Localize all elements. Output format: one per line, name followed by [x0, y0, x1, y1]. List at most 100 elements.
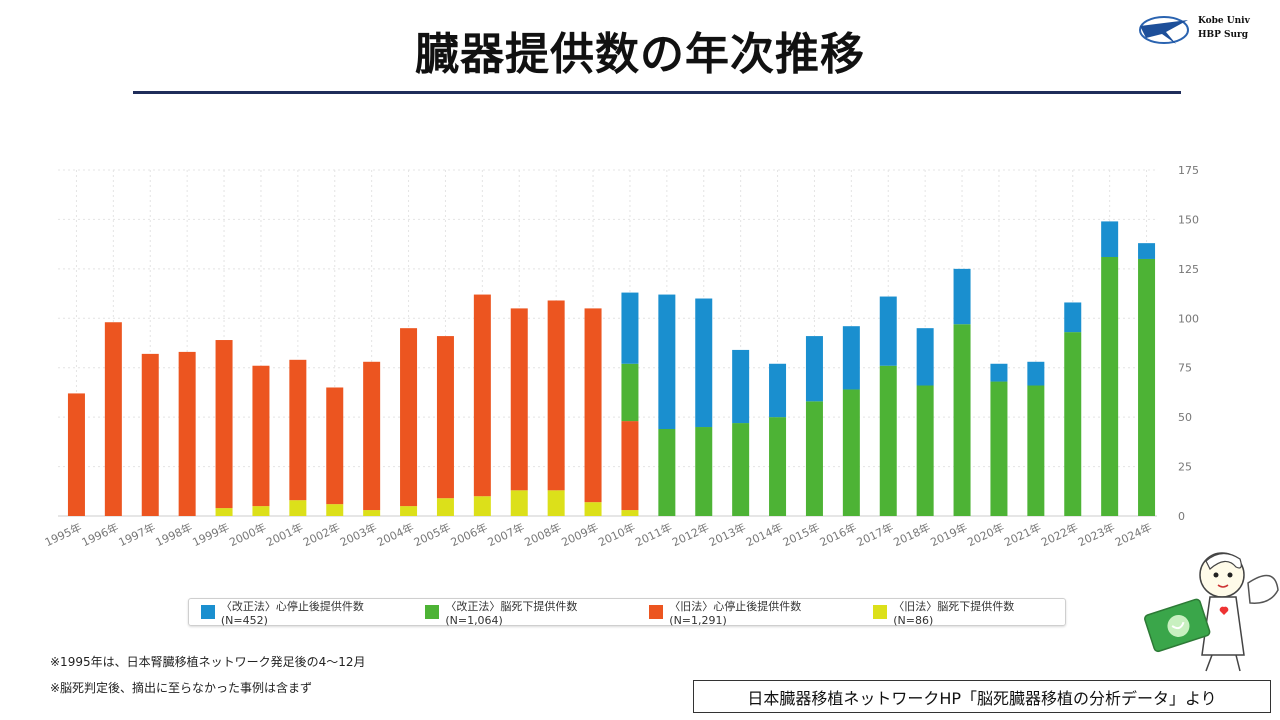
- bar-old_cardiac-2007年: [510, 308, 528, 491]
- x-tick-label-19: 2014年: [744, 520, 785, 549]
- bar-new_brain-2010年: [621, 363, 639, 422]
- bar-new_cardiac-2019年: [953, 268, 971, 325]
- bar-old_cardiac-2009年: [584, 308, 602, 503]
- logo-text: Kobe Univ HBP Surg: [1198, 14, 1250, 42]
- bar-old_cardiac-2008年: [547, 300, 565, 491]
- bar-new_brain-2017年: [879, 365, 897, 516]
- x-tick-label-11: 2006年: [448, 520, 489, 549]
- x-tick-label-27: 2022年: [1039, 520, 1080, 549]
- bar-new_cardiac-2012年: [695, 298, 713, 428]
- bar-old_brain-2008年: [547, 490, 565, 516]
- legend-item-old-brain[interactable]: 〈旧法〉脳死下提供件数(N=86): [869, 598, 1053, 627]
- bar-old_cardiac-1999年: [215, 340, 233, 509]
- legend-swatch-old-cardiac: [649, 605, 664, 619]
- x-tick-label-8: 2003年: [338, 520, 379, 549]
- bar-new_cardiac-2021年: [1027, 361, 1045, 386]
- title-divider: [133, 91, 1181, 94]
- bar-new_brain-2018年: [916, 385, 934, 516]
- x-tick-label-18: 2013年: [707, 520, 748, 549]
- legend-item-new-brain[interactable]: 〈改正法〉脳死下提供件数(N=1,064): [421, 598, 633, 627]
- bar-old_brain-2003年: [363, 510, 381, 516]
- bar-old_brain-2005年: [436, 498, 454, 516]
- bar-old_cardiac-2005年: [436, 336, 454, 499]
- airplane-logo-icon: [1139, 16, 1189, 44]
- x-tick-label-13: 2008年: [522, 520, 563, 549]
- x-tick-label-12: 2007年: [485, 520, 526, 549]
- x-tick-label-5: 2000年: [227, 520, 268, 549]
- bar-new_brain-2013年: [732, 423, 750, 516]
- bar-new_brain-2024年: [1138, 258, 1156, 516]
- bar-old_brain-2004年: [400, 506, 418, 516]
- bar-new_cardiac-2010年: [621, 292, 639, 364]
- bar-old_brain-2006年: [473, 496, 491, 516]
- bar-new_cardiac-2020年: [990, 363, 1008, 382]
- source-citation: 日本臓器移植ネットワークHP「脳死臓器移植の分析データ」より: [693, 680, 1271, 713]
- bar-new_cardiac-2023年: [1101, 221, 1119, 257]
- x-tick-label-9: 2004年: [375, 520, 416, 549]
- bar-old_cardiac-2010年: [621, 421, 639, 511]
- chart-legend: 〈改正法〉心停止後提供件数(N=452) 〈改正法〉脳死下提供件数(N=1,06…: [188, 598, 1066, 627]
- x-tick-label-26: 2021年: [1002, 520, 1043, 549]
- bar-new_cardiac-2011年: [658, 294, 676, 430]
- legend-label-old-cardiac: 〈旧法〉心停止後提供件数(N=1,291): [669, 599, 802, 627]
- legend-swatch-new-brain: [425, 605, 440, 619]
- x-tick-label-20: 2015年: [780, 520, 821, 549]
- bar-old_brain-2001年: [289, 500, 307, 516]
- bar-new_brain-2011年: [658, 429, 676, 516]
- bar-new_brain-2015年: [805, 401, 823, 516]
- legend-swatch-old-brain: [873, 605, 888, 619]
- x-tick-label-3: 1998年: [153, 520, 194, 549]
- bar-new_cardiac-2018年: [916, 328, 934, 386]
- bar-old_cardiac-1997年: [141, 353, 159, 516]
- bar-chart: 0 25 50 75 100 125 150 175 1995年1996年1997年1998年1…: [42, 164, 1199, 549]
- x-tick-label-24: 2019年: [928, 520, 969, 549]
- bar-old_brain-2000年: [252, 506, 270, 516]
- x-tick-label-17: 2012年: [670, 520, 711, 549]
- logo-line2: HBP Surg: [1198, 30, 1249, 40]
- x-tick-label-16: 2011年: [633, 520, 674, 549]
- bar-old_brain-2007年: [510, 490, 528, 516]
- bar-new_brain-2016年: [842, 389, 860, 516]
- bar-new_cardiac-2017年: [879, 296, 897, 366]
- bar-old_cardiac-2006年: [473, 294, 491, 497]
- bar-new_cardiac-2014年: [769, 363, 787, 418]
- bar-old_brain-1999年: [215, 508, 233, 516]
- x-tick-label-14: 2009年: [559, 520, 600, 549]
- x-tick-label-15: 2010年: [596, 520, 637, 549]
- x-tick-label-21: 2016年: [817, 520, 858, 549]
- bar-old_cardiac-2001年: [289, 359, 307, 501]
- y-tick-label-175: 175: [1178, 164, 1199, 177]
- legend-item-old-cardiac[interactable]: 〈旧法〉心停止後提供件数(N=1,291): [645, 598, 857, 627]
- bar-old_brain-2009年: [584, 502, 602, 516]
- bar-new_brain-2023年: [1101, 256, 1119, 516]
- legend-item-new-cardiac[interactable]: 〈改正法〉心停止後提供件数(N=452): [197, 598, 409, 627]
- y-tick-label-25: 25: [1178, 461, 1192, 474]
- x-tick-label-7: 2002年: [301, 520, 342, 549]
- logo-line1: Kobe Univ: [1198, 16, 1250, 26]
- bar-new_brain-2020年: [990, 381, 1008, 516]
- x-tick-label-1: 1996年: [79, 520, 120, 549]
- bar-old_brain-2010年: [621, 510, 639, 516]
- bar-new_cardiac-2015年: [805, 336, 823, 402]
- y-tick-label-0: 0: [1178, 510, 1185, 523]
- bar-old_cardiac-1996年: [104, 322, 122, 516]
- mascot-illustration-icon: [1144, 552, 1279, 672]
- bar-new_cardiac-2013年: [732, 349, 750, 424]
- bar-new_cardiac-2024年: [1138, 243, 1156, 259]
- x-tick-label-0: 1995年: [42, 520, 83, 549]
- y-tick-label-75: 75: [1178, 362, 1192, 375]
- bar-new_brain-2012年: [695, 427, 713, 516]
- legend-label-new-brain: 〈改正法〉脳死下提供件数(N=1,064): [445, 599, 578, 627]
- footnote-brain-death: ※脳死判定後、摘出に至らなかった事例は含まず: [50, 681, 313, 695]
- legend-label-new-cardiac: 〈改正法〉心停止後提供件数(N=452): [220, 599, 364, 627]
- bar-old_cardiac-2004年: [400, 328, 418, 507]
- legend-swatch-new-cardiac: [201, 605, 215, 619]
- bar-old_brain-2002年: [326, 504, 344, 516]
- bar-new_brain-2019年: [953, 324, 971, 516]
- footnote-1995: ※1995年は、日本腎臓移植ネットワーク発足後の4～12月: [50, 655, 366, 669]
- y-tick-label-125: 125: [1178, 263, 1199, 276]
- bar-new_brain-2021年: [1027, 385, 1045, 516]
- x-tick-label-28: 2023年: [1076, 520, 1117, 549]
- bar-old_cardiac-2000年: [252, 365, 270, 507]
- x-tick-label-25: 2020年: [965, 520, 1006, 549]
